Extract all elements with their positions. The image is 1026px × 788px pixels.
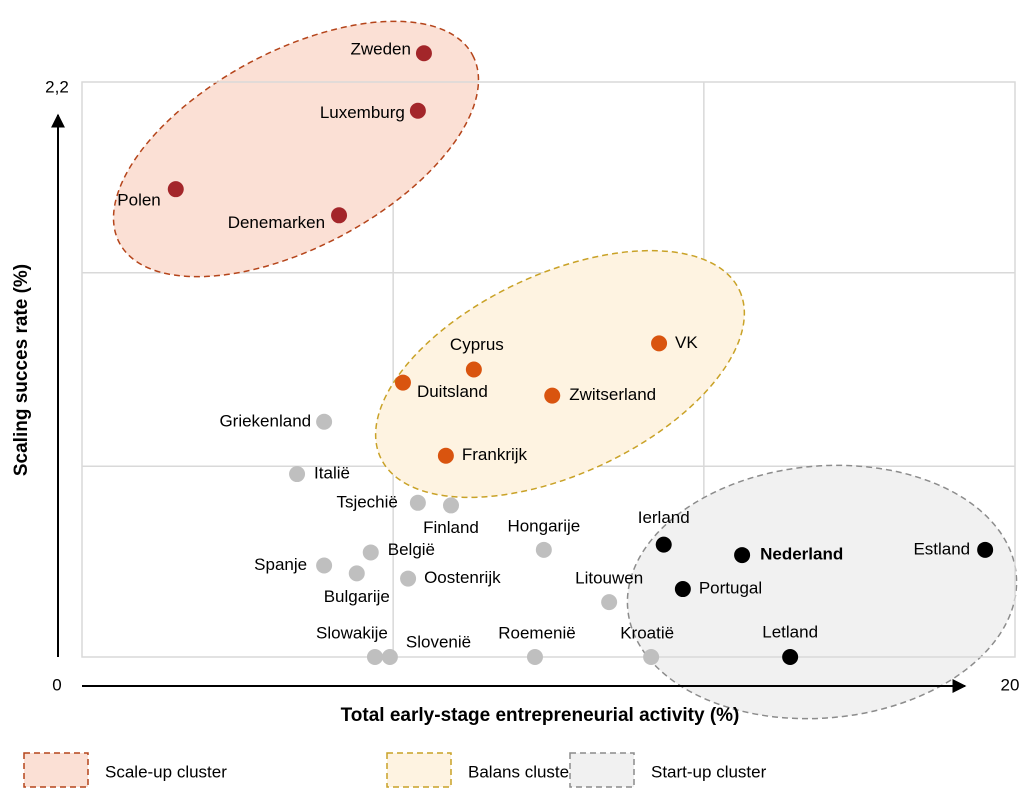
y-axis-title: Scaling succes rate (%) [11, 264, 32, 476]
legend-swatch [569, 752, 635, 788]
point [782, 649, 799, 665]
cluster-area [626, 464, 1018, 720]
point-label: Slovenië [406, 632, 471, 651]
point-label: Ierland [638, 508, 690, 527]
point [655, 536, 672, 553]
point-label: Letland [762, 622, 818, 641]
point-label: Duitsland [417, 382, 488, 401]
point-label: Oostenrijk [424, 568, 501, 587]
point-label: Polen [117, 191, 160, 210]
point [651, 335, 668, 352]
point-label: Portugal [699, 579, 762, 598]
point [409, 102, 426, 119]
point-label: Slowakije [316, 623, 388, 642]
legend-label: Start-up cluster [651, 762, 767, 781]
point-label: Roemenië [498, 623, 576, 642]
cluster-area [374, 249, 746, 499]
point [977, 541, 994, 558]
cluster-area [112, 20, 480, 278]
point [544, 387, 561, 404]
point-label: Litouwen [575, 569, 643, 588]
point [316, 557, 333, 574]
point-label: Kroatië [620, 623, 674, 642]
point [366, 649, 383, 665]
point [443, 497, 460, 514]
point [331, 207, 348, 224]
point-label: VK [675, 333, 698, 352]
point [316, 413, 333, 430]
plot-frame [81, 81, 1016, 658]
point [601, 594, 618, 611]
point [535, 541, 552, 558]
point-label: Denemarken [228, 213, 325, 232]
point [381, 649, 398, 665]
point-label: Cyprus [450, 335, 504, 354]
x-tick-label: 20 [1001, 675, 1020, 694]
point-label: Spanje [254, 555, 307, 574]
point-label: Zwitserland [569, 385, 656, 404]
point [348, 565, 365, 582]
legend-swatch [23, 752, 89, 788]
x-axis-title: Total early-stage entrepreneurial activi… [341, 705, 740, 726]
point [167, 181, 184, 198]
point [289, 466, 306, 483]
legend-swatch [386, 752, 452, 788]
point-label: Estland [913, 539, 970, 558]
point [526, 649, 543, 665]
point-label: Griekenland [219, 411, 311, 430]
point-label: Finland [423, 518, 479, 537]
point [674, 581, 691, 598]
point [394, 374, 411, 391]
point-label: Nederland [760, 545, 843, 564]
point-label: Tsjechië [336, 492, 397, 511]
point [400, 570, 417, 587]
point [409, 494, 426, 511]
point-label: Bulgarije [324, 587, 390, 606]
point-label: Hongarije [507, 516, 580, 535]
point-label: Italië [314, 464, 350, 483]
point-label: België [388, 540, 435, 559]
point [415, 45, 432, 62]
background [82, 20, 1018, 720]
x-tick-label: 0 [52, 675, 61, 694]
point [643, 649, 660, 665]
legend-label: Balans cluster [468, 762, 575, 781]
point [362, 544, 379, 561]
point [734, 547, 751, 564]
point-label: Zweden [350, 40, 410, 59]
legend-label: Scale-up cluster [105, 762, 227, 781]
point [437, 447, 454, 464]
point [465, 361, 482, 378]
y-tick-label: 2,2 [45, 77, 69, 96]
point-label: Luxemburg [320, 103, 405, 122]
point-label: Frankrijk [462, 445, 528, 464]
